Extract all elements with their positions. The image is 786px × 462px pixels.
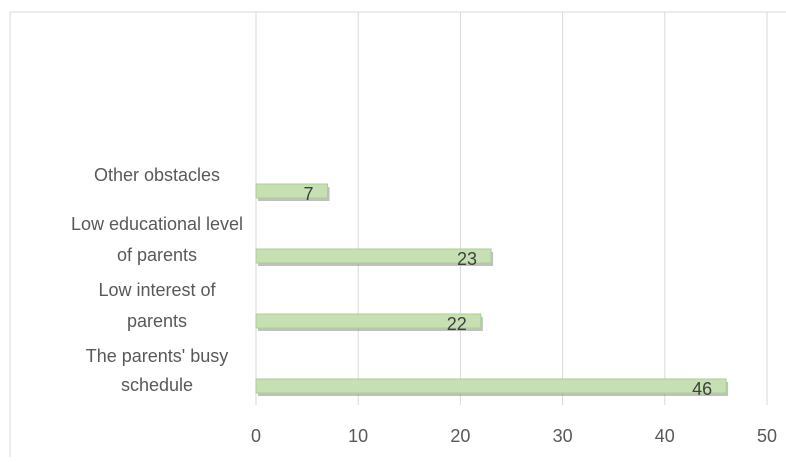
category-label: parents (127, 311, 187, 331)
bar (255, 313, 482, 329)
category-label: Other obstacles (94, 165, 220, 185)
data-label: 22 (447, 314, 467, 334)
data-label: 7 (304, 184, 314, 204)
bar (255, 183, 329, 199)
x-tick-label: 40 (655, 426, 675, 446)
bars-group (255, 183, 729, 396)
category-label: schedule (121, 375, 193, 395)
chart-border (9, 11, 786, 457)
x-tick-label: 0 (251, 426, 261, 446)
gridlines (255, 12, 768, 405)
data-label: 46 (692, 379, 712, 399)
data-labels: 46 22 23 7 (304, 184, 713, 399)
category-label: Low educational level (71, 214, 243, 234)
category-label: The parents' busy (86, 346, 229, 366)
bar (255, 378, 727, 394)
category-label: Low interest of (98, 280, 216, 300)
data-label: 23 (457, 249, 477, 269)
x-tick-label: 30 (553, 426, 573, 446)
x-axis-tick-labels: 0 10 20 30 40 50 (251, 426, 777, 446)
category-labels: The parents' busy schedule Low interest of… (71, 165, 243, 395)
x-tick-label: 50 (757, 426, 777, 446)
x-tick-label: 10 (348, 426, 368, 446)
category-label: of parents (117, 245, 197, 265)
x-tick-label: 20 (450, 426, 470, 446)
bar (255, 248, 492, 264)
